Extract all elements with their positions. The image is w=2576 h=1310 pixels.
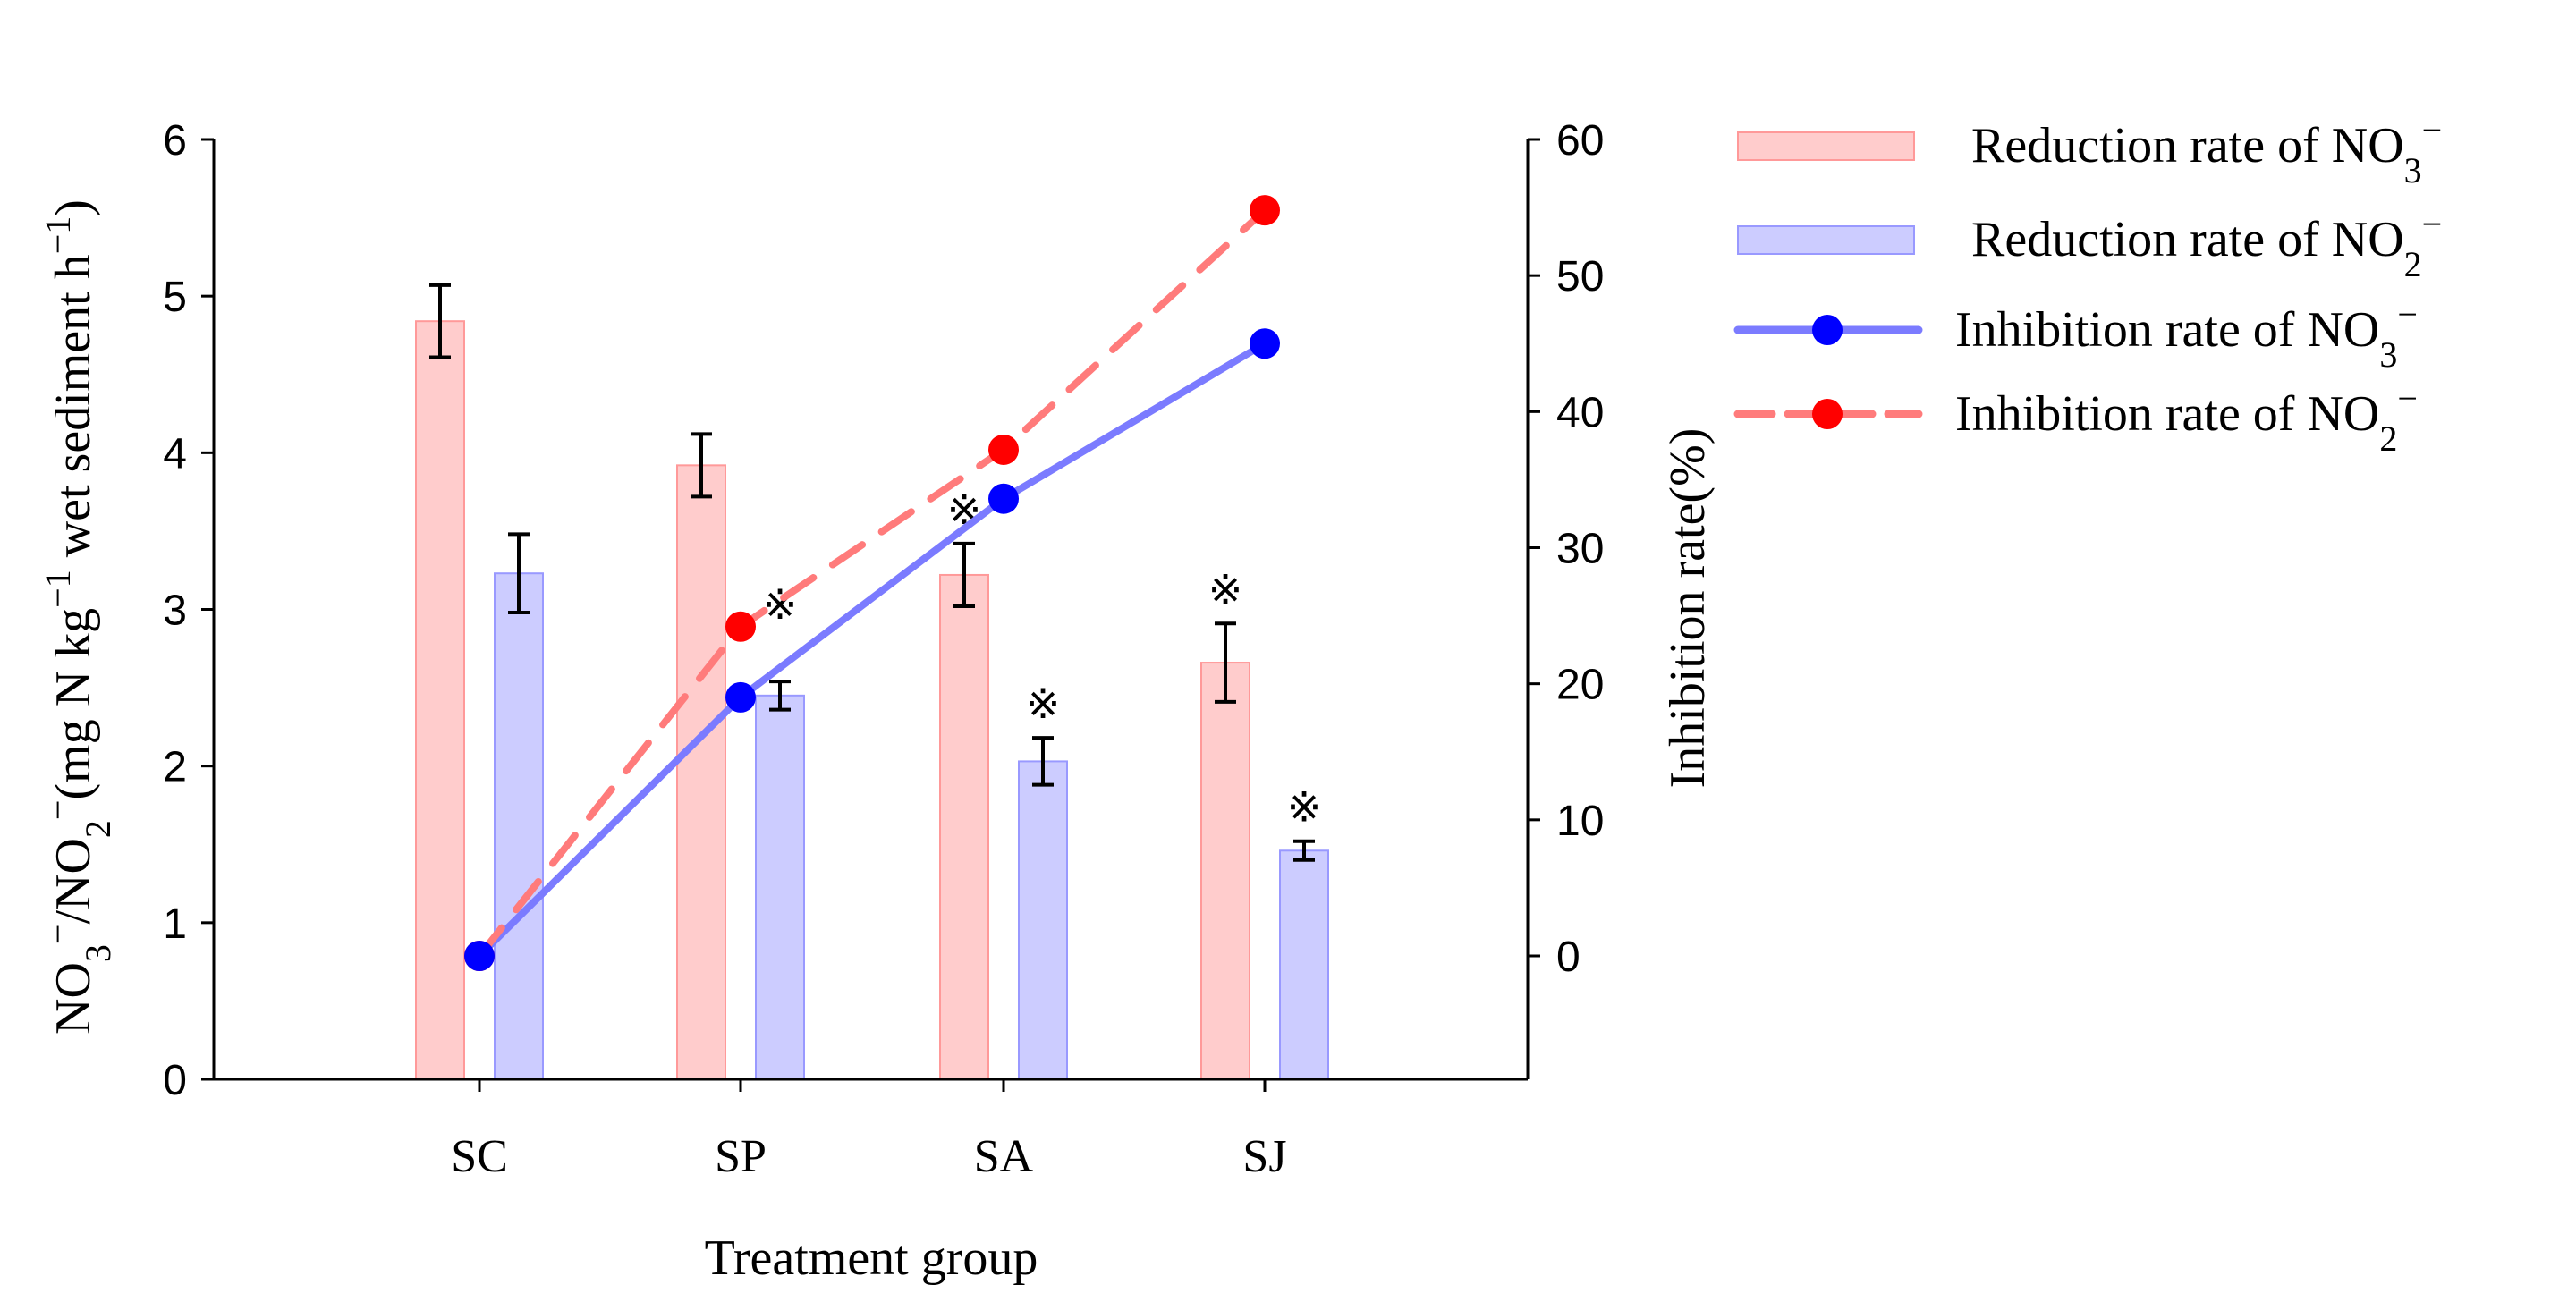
legend-label-sub: 3 [2379,334,2397,375]
bar [1200,662,1250,1080]
data-point [464,941,495,971]
legend-label-text: Reduction rate of NO [1971,118,2404,173]
legend-label-sub: 2 [2404,244,2422,284]
data-point [988,434,1019,465]
y-axis-title: NO3−/NO2−(mg N kg−1 wet sediment h−1) [38,199,118,1035]
y-axis-title-part: − [38,925,78,945]
bars-layer: ※※※※※ [415,283,1329,1081]
data-point [1250,195,1280,226]
x-tick-label: SA [974,1131,1034,1182]
legend-label-sup: − [2422,110,2443,150]
y-tick-label: 1 [163,900,187,948]
y-tick-label: 0 [163,1057,187,1104]
legend-label-sup: − [2397,294,2418,334]
y2-axis-title: Inhibition rate(%) [1660,428,1716,789]
series-line [476,207,1268,959]
bar [494,572,544,1080]
legend-label: Reduction rate of NO2− [1971,204,2442,284]
y2-tick-label: 30 [1556,526,1604,573]
x-tick-label: SC [451,1131,508,1182]
legend-label-text: Reduction rate of NO [1971,212,2404,267]
x-tick-label: SJ [1242,1131,1286,1182]
y-axis-title-part: − [38,800,78,821]
bar [415,320,465,1080]
series-line [476,340,1268,959]
y2-tick-label: 60 [1556,117,1604,165]
legend: Reduction rate of NO3−Reduction rate of … [1733,110,2442,459]
lines-layer [464,195,1280,971]
significance-mark: ※ [1287,784,1322,831]
y-axis-title-part: wet sediment h [46,254,101,570]
bar [755,694,805,1080]
y-axis-title-part: (mg N kg [46,608,101,800]
y-axis-title-part: NO [46,962,101,1035]
x-tick-label: SP [715,1131,767,1182]
y-axis-title-part: /NO [46,838,101,924]
y-axis-title-part: −1 [38,216,78,255]
significance-mark: ※ [1208,566,1243,613]
significance-mark: ※ [1026,680,1061,727]
y2-tick-label: 50 [1556,253,1604,300]
bar [939,573,989,1080]
legend-marker [1812,315,1843,345]
y-tick-label: 2 [163,744,187,791]
data-point [725,681,756,713]
legend-label-text: Inhibition rate of NO [1955,302,2379,358]
bar [1279,849,1329,1080]
y2-tick-label: 40 [1556,389,1604,436]
legend-label: Inhibition rate of NO2− [1955,378,2418,459]
y-axis-title-part: ) [46,199,101,216]
y2-tick-label: 20 [1556,662,1604,709]
y-tick-label: 5 [163,274,187,321]
legend-swatch [1737,225,1915,255]
legend-marker [1812,399,1843,429]
x-axis-title: Treatment group [705,1230,1038,1286]
y-axis-title-part: 3 [78,944,118,962]
legend-label-sup: − [2397,378,2418,418]
bar [676,464,726,1080]
legend-label-sup: − [2422,204,2443,244]
legend-label-sub: 2 [2379,418,2397,459]
y-tick-label: 4 [163,430,187,478]
y2-tick-label: 0 [1556,934,1580,981]
legend-label-sub: 3 [2404,150,2422,190]
bar [1018,760,1068,1081]
y-tick-label: 6 [163,117,187,165]
legend-label: Inhibition rate of NO3− [1955,294,2418,375]
y-axis-title-part: −1 [38,570,78,608]
legend-label-text: Inhibition rate of NO [1955,386,2379,442]
y-tick-label: 3 [163,587,187,635]
data-point [1250,328,1280,359]
y-axis-title-part: 2 [78,820,118,838]
legend-swatch [1737,131,1915,161]
legend-label: Reduction rate of NO3− [1971,110,2442,190]
y2-tick-label: 10 [1556,798,1604,845]
data-point [725,611,756,642]
data-point [988,483,1019,514]
